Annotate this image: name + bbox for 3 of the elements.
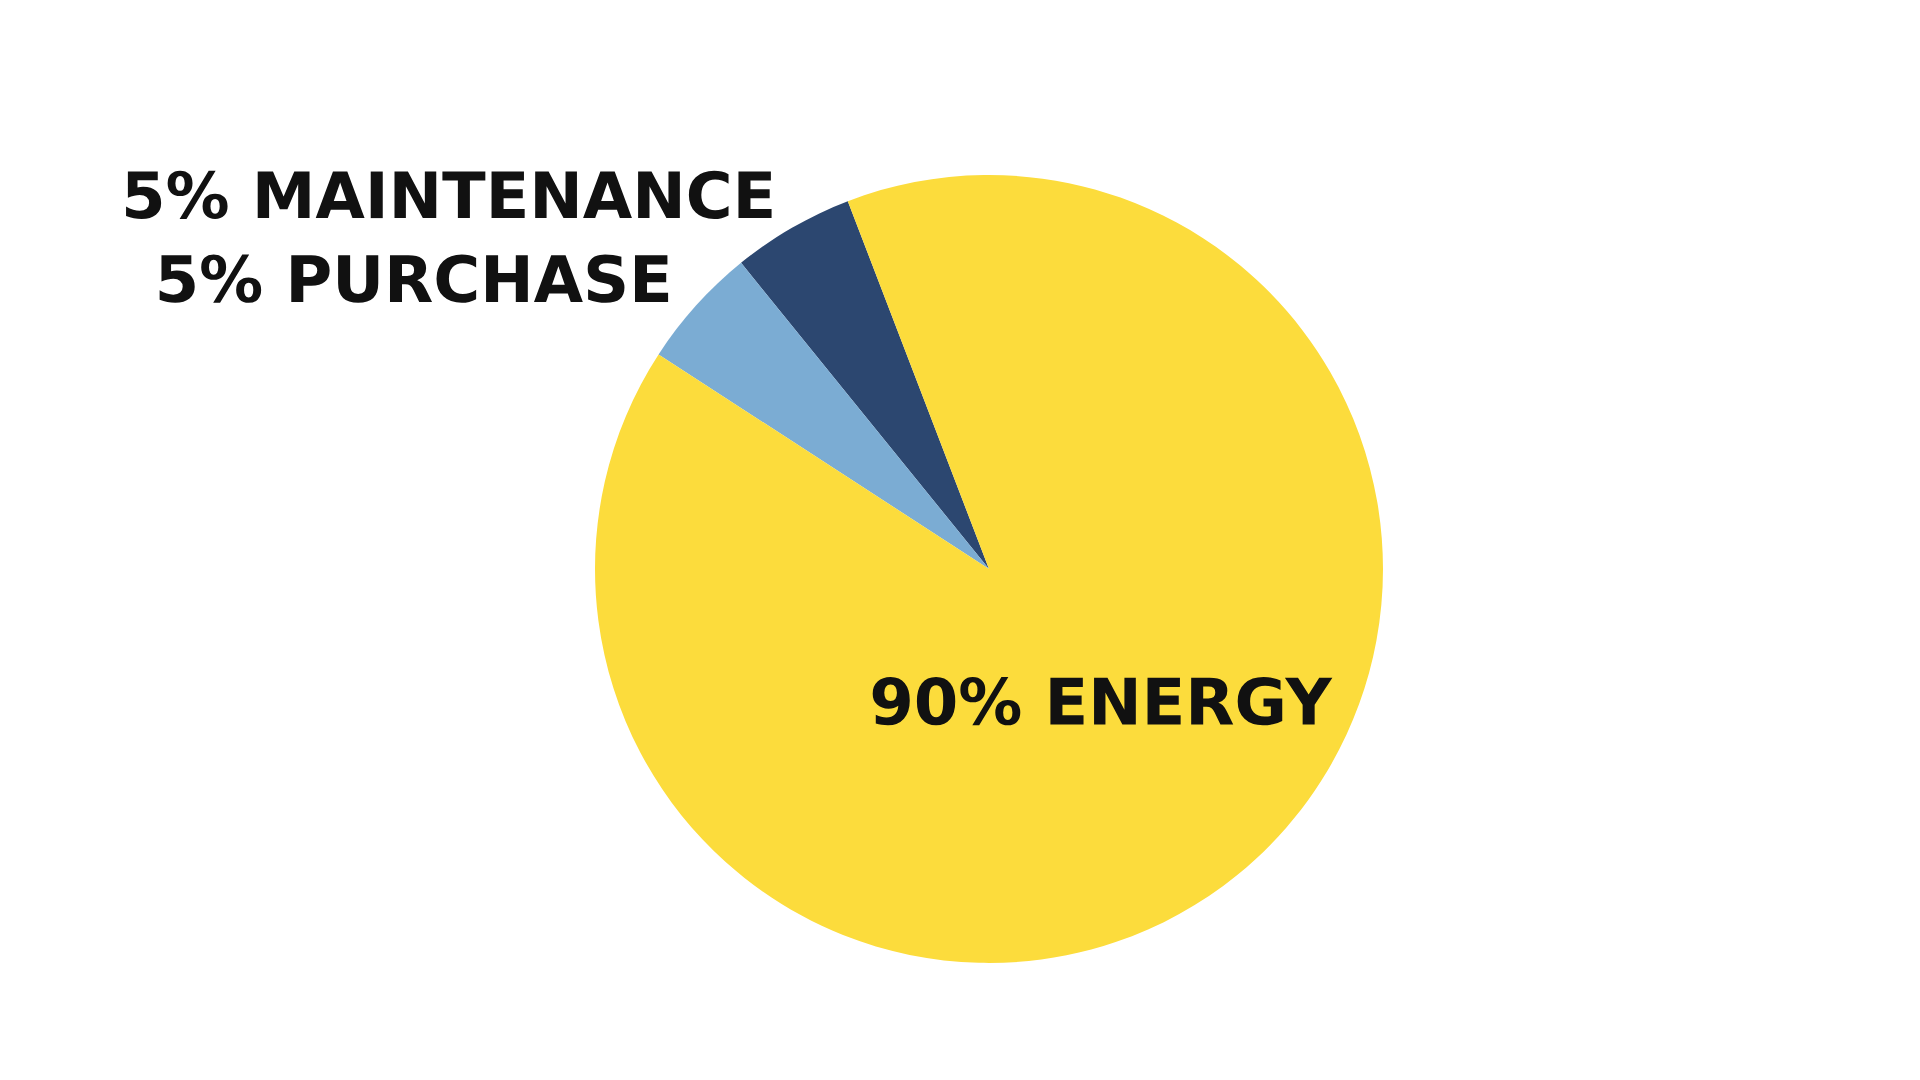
slice-label: 5% PURCHASE	[159, 254, 669, 303]
slice-label: 5% MAINTENANCE	[126, 170, 772, 220]
slice-label: 90% ENERGY	[872, 677, 1333, 726]
